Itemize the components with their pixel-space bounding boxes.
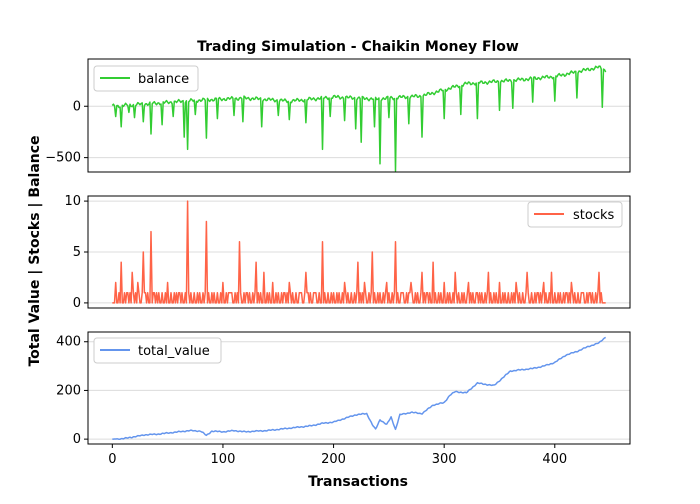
y-tick-label: 10 [64, 194, 81, 209]
total-value-legend: total_value [93, 337, 222, 364]
total-value-y-ticks: 0 200 400 [56, 335, 88, 447]
y-tick-label: 0 [73, 99, 81, 114]
total-value-plot-frame [87, 331, 631, 445]
total-value-legend-label: total_value [138, 344, 210, 359]
stocks-legend: stocks [527, 201, 623, 228]
y-tick-label: −500 [45, 151, 81, 166]
y-axis-label: Total Value | Stocks | Balance [27, 135, 43, 366]
balance-line [111, 65, 607, 172]
y-tick-label: 5 [73, 245, 81, 260]
x-axis-ticks: 0 100 200 300 400 [108, 444, 567, 467]
y-tick-label: 200 [56, 383, 81, 398]
balance-series [111, 65, 607, 172]
x-axis-label: Transactions [308, 474, 408, 490]
total-value-series [112, 336, 607, 441]
y-tick-label: 0 [73, 296, 81, 311]
stocks-line [112, 200, 606, 304]
stocks-panel: 0 5 10 stocks [64, 194, 631, 311]
balance-legend-label: balance [138, 72, 189, 87]
y-tick-label: 0 [73, 432, 81, 447]
x-tick-label: 0 [108, 452, 116, 467]
x-tick-label: 100 [211, 452, 236, 467]
balance-grid [88, 105, 630, 159]
stocks-legend-label: stocks [573, 208, 614, 223]
y-tick-label: 400 [56, 335, 81, 350]
stocks-series [112, 200, 606, 304]
total_value-line [112, 336, 607, 441]
chart-title: Trading Simulation - Chaikin Money Flow [197, 39, 519, 55]
stocks-legend-box [527, 201, 623, 228]
stocks-y-ticks: 0 5 10 [64, 194, 88, 311]
x-tick-label: 300 [432, 452, 457, 467]
balance-plot-frame [87, 58, 631, 173]
total-value-legend-box [93, 337, 222, 364]
balance-legend-box [93, 65, 199, 92]
balance-y-ticks: −500 0 [45, 99, 88, 166]
x-tick-label: 400 [542, 452, 567, 467]
total-value-panel: 0 200 400 0 100 200 300 400 total_value [56, 331, 631, 467]
balance-panel: −500 0 balance [45, 58, 631, 173]
balance-legend: balance [93, 65, 199, 92]
x-tick-label: 200 [321, 452, 346, 467]
